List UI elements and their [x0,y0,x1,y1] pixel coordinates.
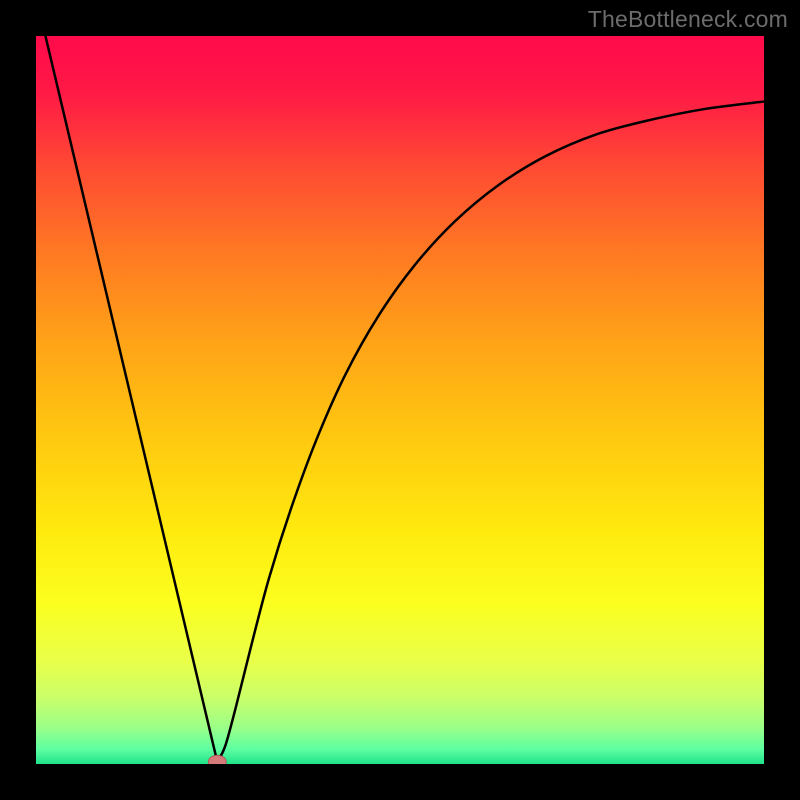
plot-area [36,36,764,764]
bottleneck-chart [0,0,800,800]
watermark-text: TheBottleneck.com [588,6,788,33]
